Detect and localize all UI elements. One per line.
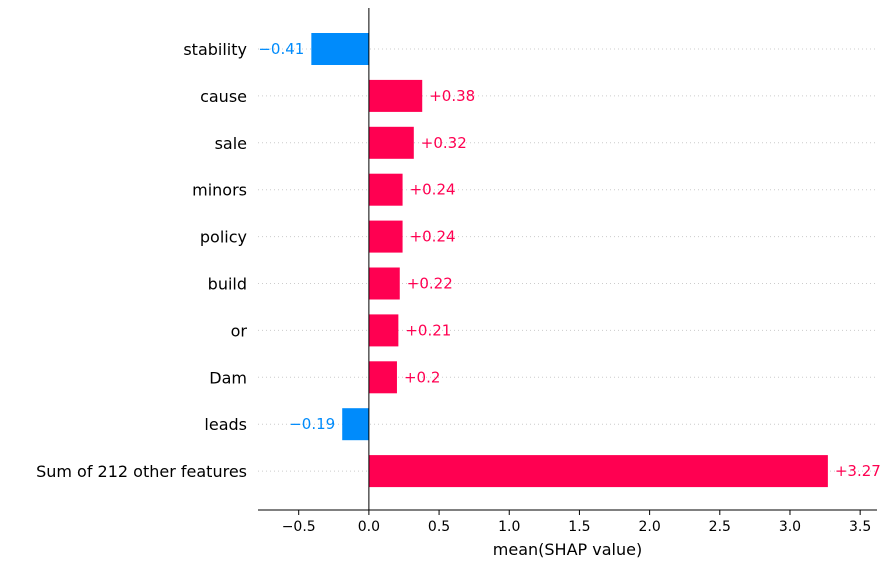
row-gridlines <box>258 48 877 472</box>
y-tick-label: minors <box>192 181 247 200</box>
x-tick-label: 0.5 <box>428 519 450 535</box>
value-label: +0.21 <box>405 321 451 339</box>
x-tick-label: 3.5 <box>849 519 871 535</box>
x-tick-label: 0.0 <box>358 519 380 535</box>
bar <box>368 267 400 300</box>
x-tick-label: 2.5 <box>709 519 731 535</box>
bar <box>368 173 403 206</box>
value-label: +3.27 <box>835 462 881 480</box>
y-tick-label: build <box>208 275 247 294</box>
x-tick-label: −0.5 <box>282 519 316 535</box>
value-label: −0.19 <box>289 415 335 433</box>
x-axis: −0.5 0.0 0.5 1.0 1.5 2.0 2.5 3.0 3.5 <box>258 509 877 535</box>
x-tick-label: 1.0 <box>498 519 520 535</box>
value-label: +0.2 <box>404 368 440 386</box>
y-tick-label: Sum of 212 other features <box>36 462 247 481</box>
value-labels: −0.41 +0.38 +0.32 +0.24 +0.24 +0.22 +0.21 +0.2 −… <box>258 40 880 480</box>
x-tick-label: 3.0 <box>779 519 801 535</box>
bar <box>368 314 399 347</box>
value-label: +0.24 <box>410 181 456 199</box>
x-tick-label: 2.0 <box>638 519 660 535</box>
x-tick-label: 1.5 <box>568 519 590 535</box>
value-label: +0.32 <box>421 134 467 152</box>
y-tick-label: Dam <box>209 368 247 387</box>
bar <box>342 408 369 441</box>
bar <box>368 79 423 112</box>
y-tick-label: stability <box>183 40 247 59</box>
bars <box>311 33 828 488</box>
bar <box>368 126 414 159</box>
y-tick-label: or <box>231 321 248 340</box>
y-tick-label: cause <box>200 87 247 106</box>
value-label: +0.24 <box>410 228 456 246</box>
bar <box>368 455 828 488</box>
x-axis-label: mean(SHAP value) <box>493 540 642 559</box>
value-label: −0.41 <box>258 40 304 58</box>
y-tick-label: leads <box>204 415 247 434</box>
value-label: +0.22 <box>407 275 453 293</box>
y-axis-labels: stability cause sale minors policy build or Dam… <box>36 40 247 481</box>
value-label: +0.38 <box>429 87 475 105</box>
bar <box>311 33 369 65</box>
bar <box>368 361 397 394</box>
y-tick-label: sale <box>215 134 247 153</box>
bar <box>368 220 403 253</box>
y-tick-label: policy <box>200 228 247 247</box>
